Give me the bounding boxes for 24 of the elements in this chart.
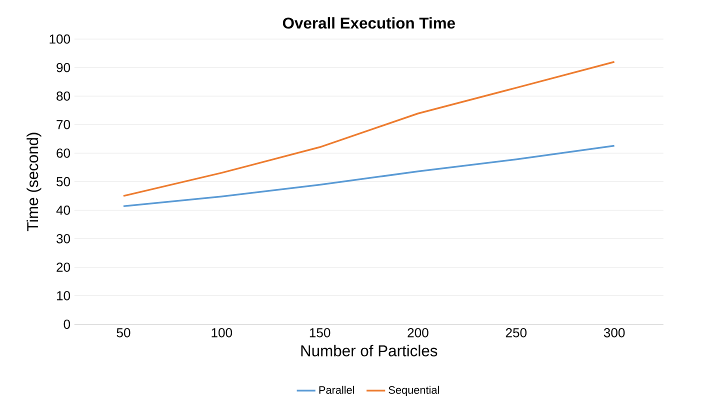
y-tick-label: 80	[56, 91, 70, 101]
legend-label: Parallel	[319, 386, 354, 394]
chart-title: Overall Execution Time	[282, 17, 455, 29]
y-tick-label: 20	[56, 262, 70, 272]
y-tick-label: 60	[56, 148, 70, 158]
legend-label: Sequential	[388, 386, 439, 396]
x-tick-label: 250	[506, 328, 527, 338]
x-axis-title: Number of Particles	[301, 344, 438, 356]
y-tick-label: 90	[56, 62, 70, 72]
y-tick-label: 30	[56, 234, 70, 244]
x-tick-label: 100	[212, 328, 232, 338]
x-tick-label: 50	[116, 328, 130, 338]
line-series	[122, 144, 616, 208]
line-series	[122, 61, 616, 197]
y-tick-label: 100	[50, 34, 70, 44]
x-tick-label: 300	[604, 328, 625, 338]
y-tick-label: 0	[64, 320, 70, 329]
y-axis-title: Time (second)	[26, 132, 42, 232]
y-tick-label: 70	[56, 120, 70, 130]
x-tick-label: 200	[408, 328, 428, 338]
y-tick-label: 40	[56, 206, 70, 215]
y-tick-label: 10	[57, 291, 70, 300]
y-tick-label: 50	[56, 177, 70, 186]
x-tick-label: 150	[310, 328, 330, 338]
